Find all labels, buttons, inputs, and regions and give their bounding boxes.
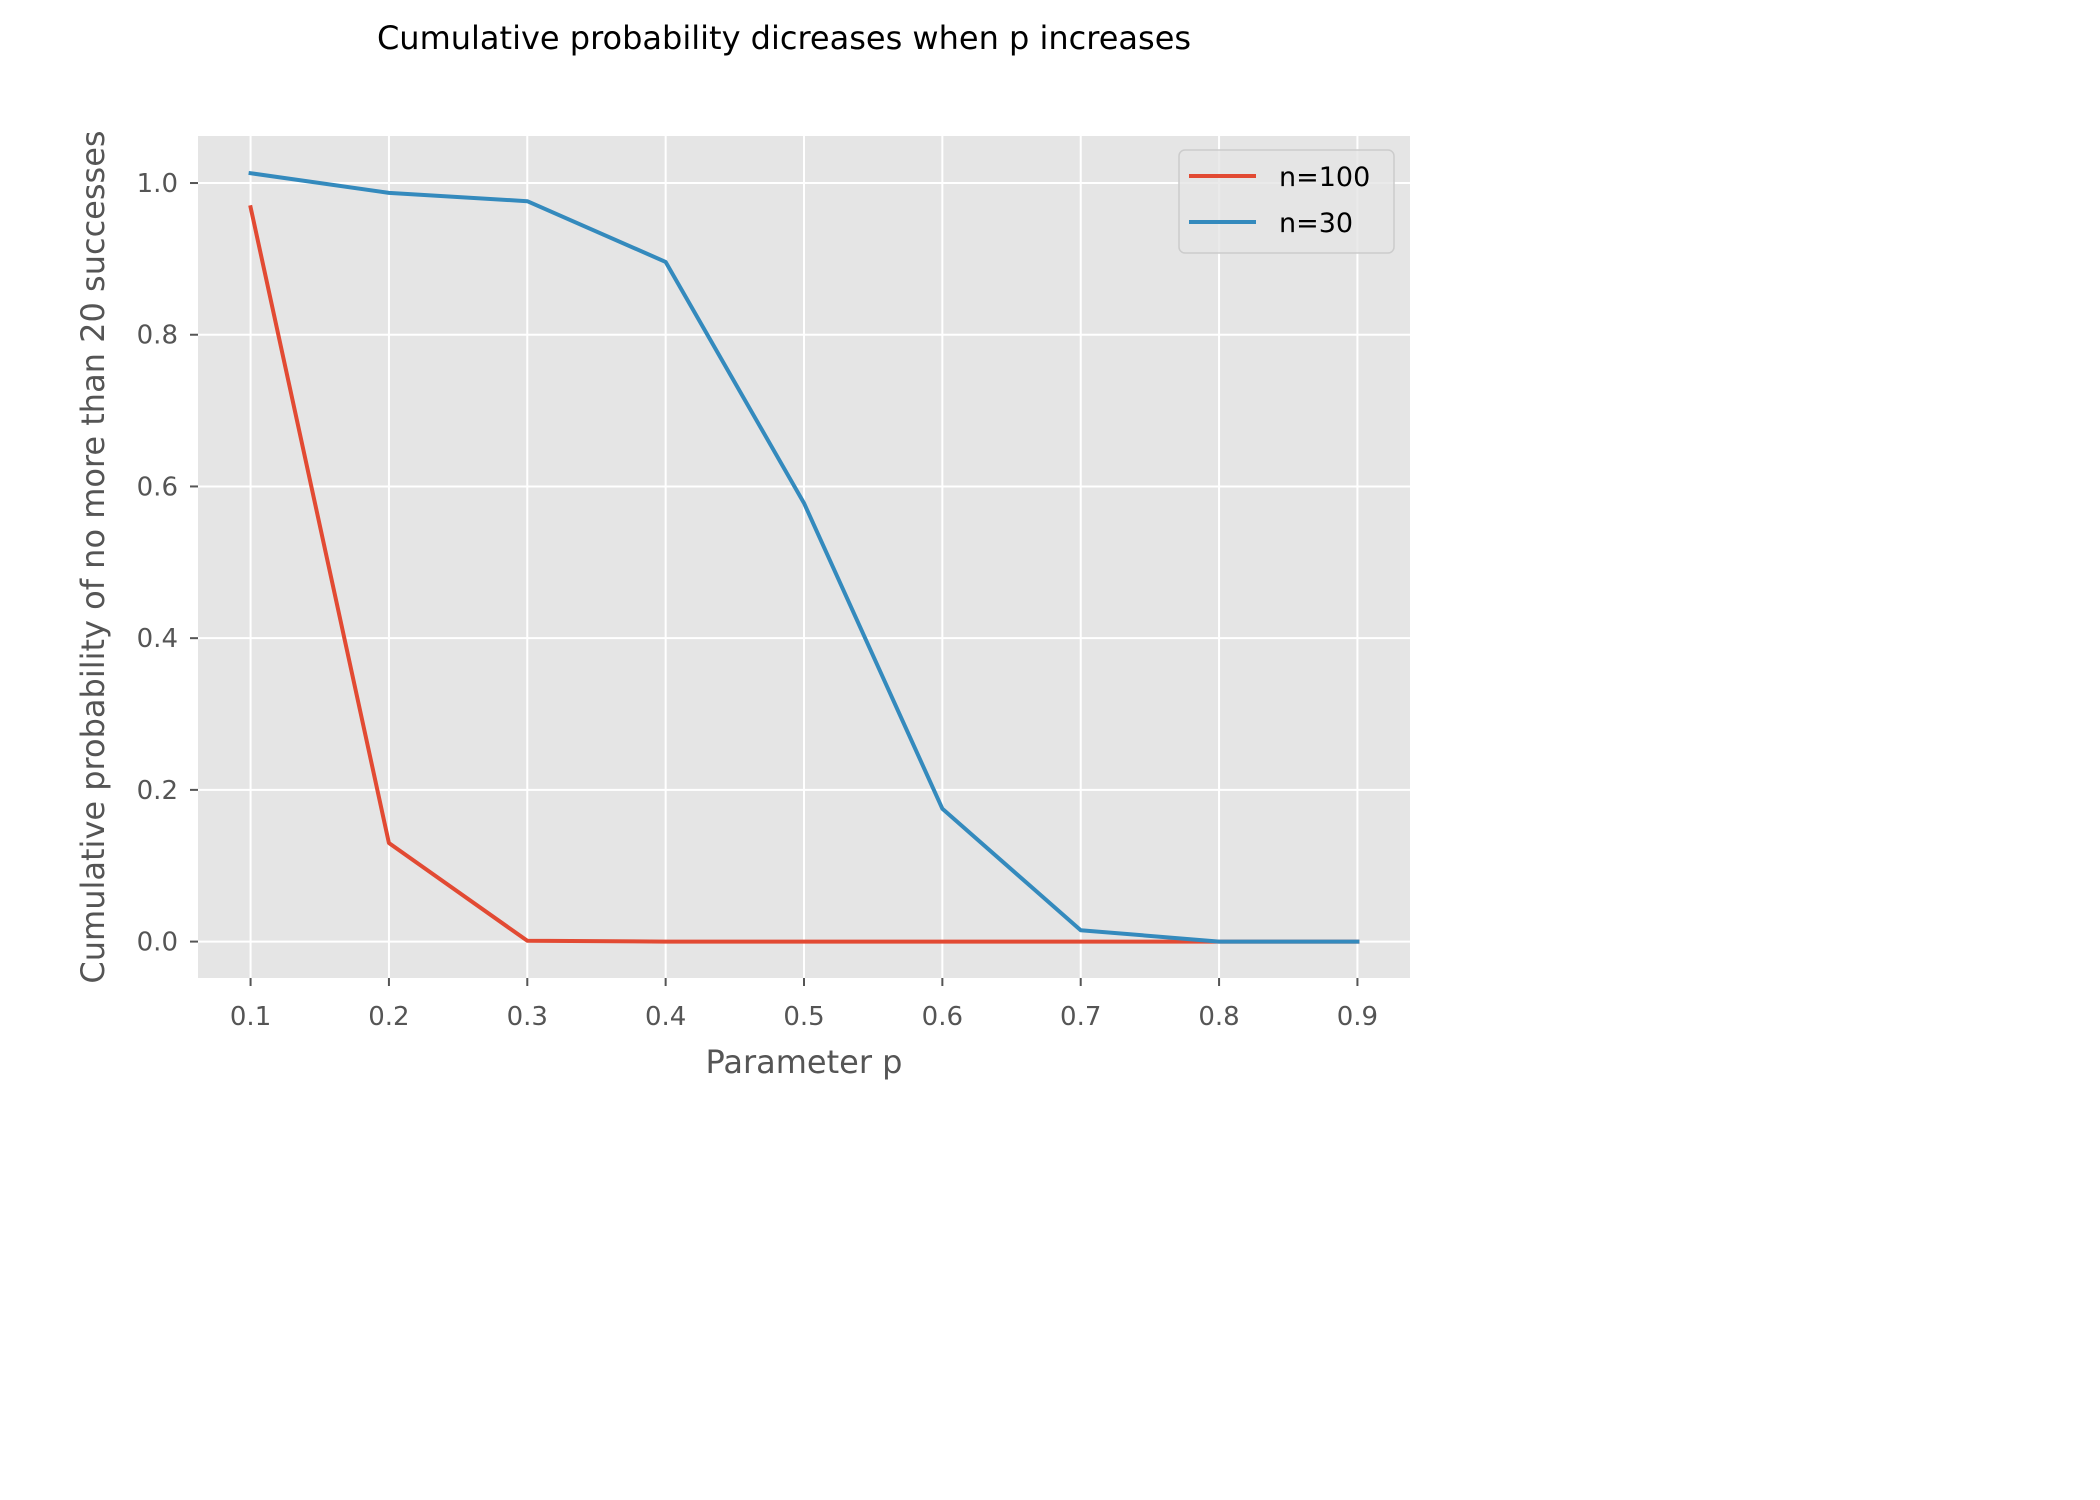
y-tick-label-5: 1.0 (137, 169, 178, 199)
x-tick-label-4: 0.5 (783, 1002, 824, 1032)
x-tick-label-0: 0.1 (230, 1002, 271, 1032)
y-tick-label-0: 0.0 (137, 928, 178, 958)
x-tick-label-7: 0.8 (1198, 1002, 1239, 1032)
x-tick-label-2: 0.3 (507, 1002, 548, 1032)
chart-title: Cumulative probability dicreases when p … (377, 19, 1191, 57)
chart-container: Cumulative probability dicreases when p … (74, 19, 1410, 1081)
series-line-n100 (248, 204, 1360, 944)
y-tick-label-4: 0.8 (137, 321, 178, 351)
line-chart: Cumulative probability dicreases when p … (74, 19, 1410, 1081)
x-tick-label-1: 0.2 (368, 1002, 409, 1032)
x-axis-ticks: 0.1 0.2 0.3 0.4 0.5 0.6 0.7 0.8 0.9 (230, 978, 1378, 1032)
series-line-n30 (248, 170, 1360, 944)
legend-label-n30: n=30 (1279, 208, 1353, 239)
legend-label-n100: n=100 (1279, 162, 1370, 193)
y-tick-label-1: 0.2 (137, 776, 178, 806)
x-tick-label-5: 0.6 (922, 1002, 963, 1032)
y-tick-label-2: 0.4 (137, 624, 178, 654)
y-axis-label: Cumulative probability of no more than 2… (74, 130, 112, 983)
y-tick-label-3: 0.6 (137, 472, 178, 502)
y-axis-ticks: 0.0 0.2 0.4 0.6 0.8 1.0 (137, 169, 198, 958)
x-axis-label: Parameter p (706, 1043, 903, 1081)
x-tick-label-8: 0.9 (1337, 1002, 1378, 1032)
series-lines (248, 170, 1360, 944)
x-tick-label-3: 0.4 (645, 1002, 686, 1032)
legend: n=100 n=30 (1178, 149, 1395, 254)
x-tick-label-6: 0.7 (1060, 1002, 1101, 1032)
